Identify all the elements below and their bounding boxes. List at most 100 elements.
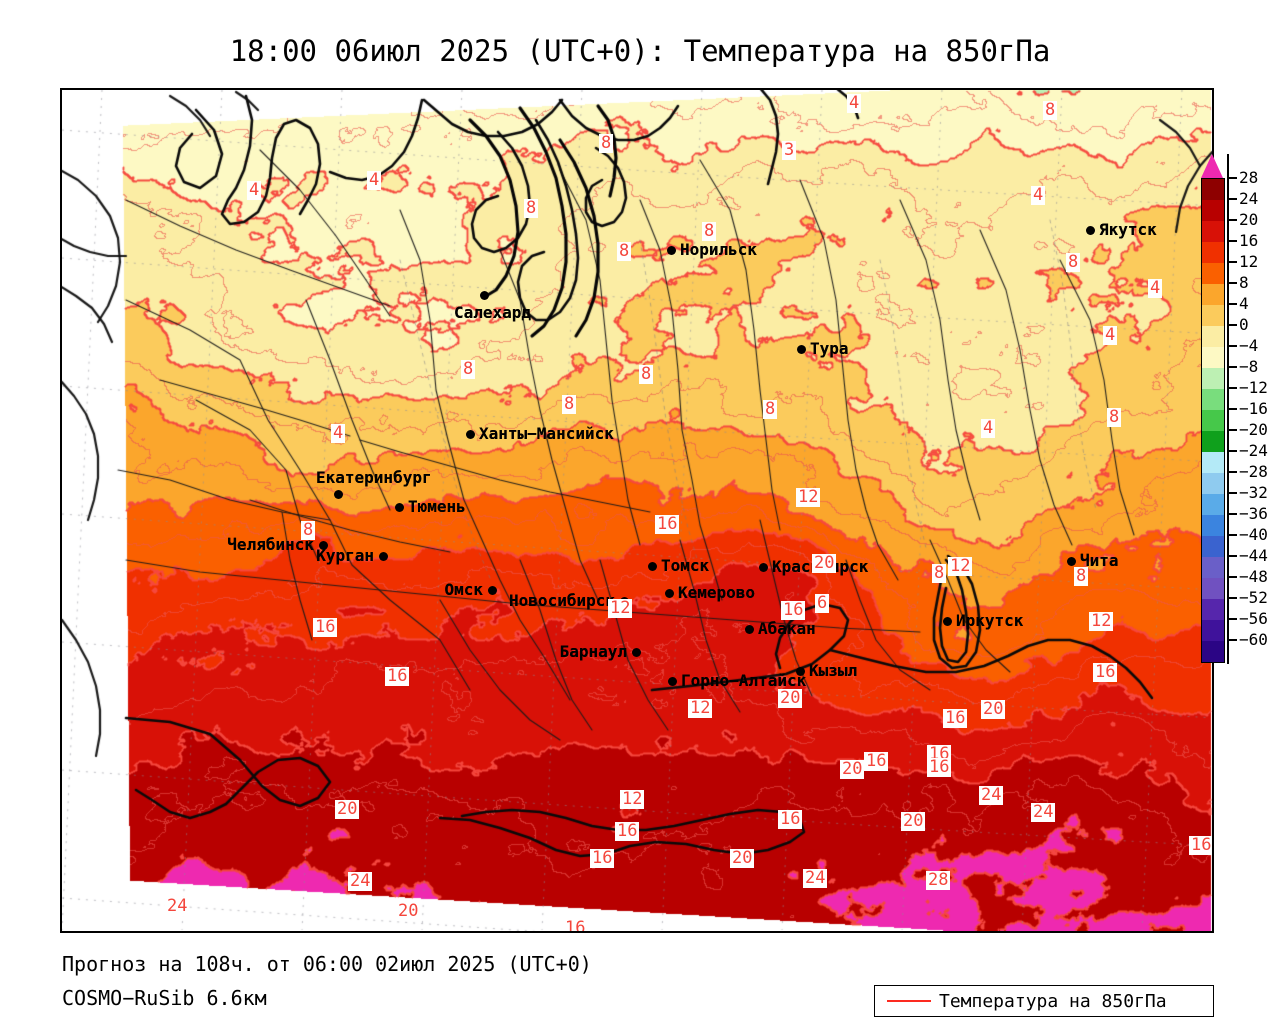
contour-label: 24 [803,868,828,888]
colorbar-tick-label: −4 [1239,336,1259,355]
colorbar-tick [1229,198,1237,200]
forecast-info: Прогноз на 108ч. от 06:00 02июл 2025 (UT… [62,952,592,976]
contour-label: 24 [348,871,373,891]
colorbar-band [1202,221,1224,242]
colorbar-tick-label: 12 [1239,252,1259,271]
colorbar-band [1202,536,1224,557]
page-title: 18:00 06июл 2025 (UTC+0): Температура на… [229,34,1051,68]
colorbar-tick-label: −24 [1239,441,1268,460]
colorbar-tick [1229,219,1237,221]
colorbar-band [1202,620,1224,641]
contour-label: 12 [688,698,713,718]
colorbar-axis [1227,154,1229,664]
contour-label: 4 [331,423,346,443]
contour-label: 16 [615,821,640,841]
contour-label: 8 [639,364,654,384]
colorbar-tick-label: −60 [1239,630,1268,649]
contour-label: 8 [763,399,778,419]
contour-label: 8 [562,394,577,414]
legend-line-swatch [887,1000,931,1002]
contour-label: 20 [840,759,865,779]
colorbar-tick-label: −28 [1239,462,1268,481]
colorbar-tick [1229,387,1237,389]
colorbar-tick [1229,618,1237,620]
colorbar-band [1202,410,1224,431]
contour-label: 20 [335,799,360,819]
colorbar-band [1202,263,1224,284]
colorbar-tick-label: 16 [1239,231,1259,250]
colorbar-tick-label: 24 [1239,189,1259,208]
colorbar-tick-label: 20 [1239,210,1259,229]
contour-label: 8 [1043,100,1058,120]
contour-label: 12 [796,487,821,507]
colorbar-tick-label: −8 [1239,357,1259,376]
colorbar-band [1202,431,1224,452]
colorbar-tick [1229,450,1237,452]
contour-label: 4 [367,170,382,190]
contour-label: 4 [247,180,262,200]
contour-label: 16 [864,751,889,771]
colorbar-tick-label: −52 [1239,588,1268,607]
contour-label: 16 [778,809,803,829]
contour-label: 12 [620,789,645,809]
colorbar-tick-label: −44 [1239,546,1268,565]
contour-label: 4 [1148,278,1163,298]
model-info: COSMO−RuSib 6.6км [62,986,267,1010]
colorbar-tick [1229,345,1237,347]
colorbar-tick [1229,240,1237,242]
contour-label: 8 [617,241,632,261]
colorbar-tick [1229,324,1237,326]
colorbar-tick [1229,555,1237,557]
contour-label: 16 [385,666,410,686]
contour-label: 16 [943,708,968,728]
map-frame[interactable]: Якутск Норильск Салехард Тура Ханты−Мансийск… [60,88,1214,933]
colorbar-tick-label: 8 [1239,273,1249,292]
contour-label: 4 [981,418,996,438]
contour-label: 16 [655,514,680,534]
colorbar-band [1202,200,1224,221]
colorbar-tick [1229,471,1237,473]
contour-label: 8 [1066,252,1081,272]
contour-label: 20 [981,699,1006,719]
contour-label: 12 [1089,611,1114,631]
colorbar-tick-label: −40 [1239,525,1268,544]
colorbar-tick [1229,492,1237,494]
colorbar-band [1202,494,1224,515]
contour-label: 4 [1103,325,1118,345]
contour-label: 24 [979,785,1004,805]
colorbar-band [1202,578,1224,599]
colorbar [1201,178,1225,663]
colorbar-tick-label: −36 [1239,504,1268,523]
contour-label: 16 [1093,662,1118,682]
contour-label: 4 [1031,185,1046,205]
contour-label: 16 [781,600,806,620]
contour-label: 8 [524,198,539,218]
colorbar-tick [1229,597,1237,599]
colorbar-band [1202,641,1224,662]
colorbar-band [1202,515,1224,536]
contour-label: 20 [901,811,926,831]
contour-label: 8 [1074,566,1089,586]
colorbar-tick [1229,429,1237,431]
colorbar-tick-label: −16 [1239,399,1268,418]
colorbar-tick [1229,534,1237,536]
colorbar-tick [1229,282,1237,284]
colorbar-band [1202,389,1224,410]
contour-label: 16 [1189,835,1212,855]
contour-label: 16 [563,919,588,931]
colorbar-tick-label: −56 [1239,609,1268,628]
contour-label: 3 [782,140,797,160]
contour-label: 16 [313,617,338,637]
contour-label: 6 [815,593,830,613]
colorbar-tick-label: −48 [1239,567,1268,586]
contour-label: 8 [932,563,947,583]
colorbar-band [1202,473,1224,494]
colorbar-tick-label: −20 [1239,420,1268,439]
contour-label: 16 [590,848,615,868]
colorbar-band [1202,452,1224,473]
colorbar-band [1202,557,1224,578]
contour-label: 8 [599,133,614,153]
contour-label: 8 [702,221,717,241]
contour-label: 12 [948,556,973,576]
colorbar-tick [1229,366,1237,368]
